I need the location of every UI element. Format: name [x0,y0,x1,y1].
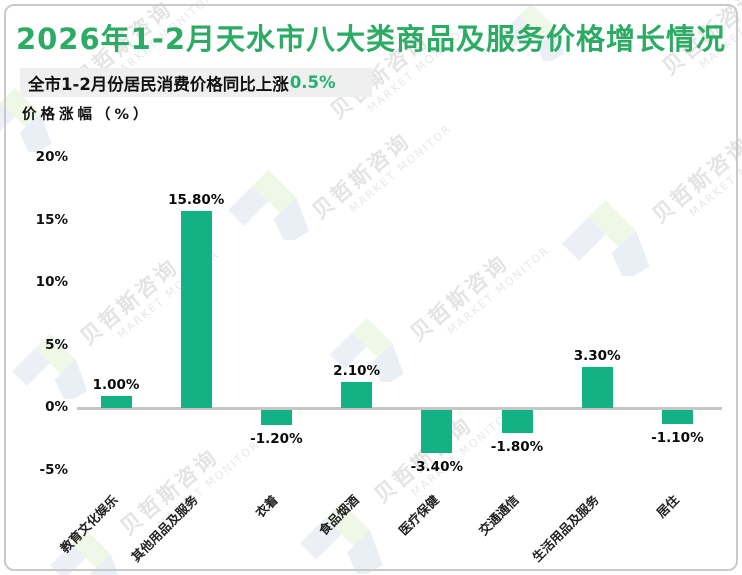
bar-value-label: 2.10% [333,362,381,379]
bar-value-label: -3.40% [410,458,464,475]
watermark-logo-icon [300,500,390,575]
subtitle-text: 全市1-2月份居民消费价格同比上涨 [28,74,289,94]
watermark-logo-icon [330,316,410,387]
watermark-logo-icon [12,332,94,404]
watermark-logo-icon [0,86,58,157]
y-tick-label: 20% [35,149,68,165]
y-tick-label: 15% [35,211,68,228]
bar [180,210,212,408]
x-axis-zero-line [77,407,722,410]
bar [260,410,292,425]
y-axis-title: 价格涨幅（%） [22,107,152,123]
bar-value-label: -1.80% [490,438,544,455]
bar [501,410,533,433]
y-tick-label: -5% [39,461,68,478]
bar [581,366,613,408]
y-tick-label: 0% [45,399,68,415]
watermark-logo-icon [498,2,570,66]
bar [341,381,373,408]
bar-value-label: 3.30% [573,347,621,364]
y-tick-label: 5% [45,336,68,353]
subtitle-highlight-value: 0.5% [289,73,336,92]
y-tick-label: 10% [35,274,68,290]
watermark-logo-icon [228,168,316,246]
category-label: 教育文化娱乐 [57,492,121,556]
bar-value-label: -1.20% [250,431,303,447]
bar-value-label: 15.80% [168,191,225,208]
chart-subtitle: 全市1-2月份居民消费价格同比上涨 0.5% [20,68,372,97]
page-title: 2026年1-2月天水市八大类商品及服务价格增长情况 [15,22,727,56]
bar [100,395,132,408]
bar-value-label: 1.00% [92,376,140,393]
bar-value-label: -1.10% [651,429,704,446]
bar [661,410,693,424]
watermark-logo-icon [562,198,657,282]
bar [421,410,453,453]
